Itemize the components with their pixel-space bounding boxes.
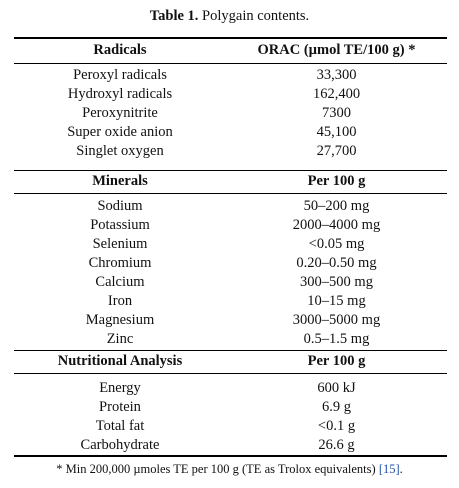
row-label: Iron [107,293,133,309]
table-caption: Table 1. Polygain contents. [0,8,459,25]
row-label: Potassium [90,217,150,233]
row-label: Zinc [106,331,134,347]
section-header-radicals: Radicals ORAC (µmol TE/100 g) * [14,41,447,60]
table-row: Singlet oxygen 27,700 [14,142,447,161]
row-value: 45,100 [316,124,357,140]
row-value: 300–500 mg [300,274,373,290]
table-row: Calcium 300–500 mg [14,273,447,292]
row-value: 10–15 mg [307,293,366,309]
header-col2: ORAC (µmol TE/100 g) * [257,42,416,58]
table-title: Polygain contents. [202,8,310,24]
header-col1: Nutritional Analysis [57,353,183,369]
row-value: 3000–5000 mg [292,312,381,328]
row-value: 7300 [322,105,351,121]
row-label: Selenium [92,236,148,252]
rule-minerals-header [14,193,447,194]
row-value: 50–200 mg [303,198,370,214]
table-row: Peroxynitrite 7300 [14,104,447,123]
table-row: Protein 6.9 g [14,398,447,417]
row-value: 6.9 g [322,399,351,415]
table-row: Chromium 0.20–0.50 mg [14,254,447,273]
table-row: Hydroxyl radicals 162,400 [14,85,447,104]
table-row: Selenium <0.05 mg [14,235,447,254]
row-value: 26.6 g [318,437,355,453]
header-col2: Per 100 g [307,173,366,189]
table-row: Peroxyl radicals 33,300 [14,66,447,85]
row-label: Total fat [95,418,145,434]
row-value: 2000–4000 mg [292,217,381,233]
table-row: Super oxide anion 45,100 [14,123,447,142]
row-label: Magnesium [85,312,155,328]
rule-nutrition-header [14,373,447,374]
table-row: Zinc 0.5–1.5 mg [14,330,447,349]
row-value: <0.05 mg [308,236,365,252]
row-value: 600 kJ [317,380,356,396]
table-row: Energy 600 kJ [14,379,447,398]
row-value: 0.5–1.5 mg [303,331,370,347]
row-label: Singlet oxygen [76,143,164,159]
row-label: Chromium [88,255,152,271]
header-col2: Per 100 g [307,353,366,369]
footnote-reference-link[interactable]: [15] [378,462,400,476]
row-label: Hydroxyl radicals [67,86,173,102]
row-label: Calcium [95,274,145,290]
row-label: Carbohydrate [80,437,160,453]
table-row: Total fat <0.1 g [14,417,447,436]
row-label: Peroxyl radicals [73,67,167,83]
row-label: Protein [99,399,141,415]
table-row: Carbohydrate 26.6 g [14,436,447,455]
row-label: Sodium [97,198,143,214]
row-value: 0.20–0.50 mg [296,255,377,271]
row-label: Peroxynitrite [82,105,158,121]
rule-radicals-header [14,63,447,64]
header-col1: Radicals [93,42,147,58]
header-col1: Minerals [92,173,148,189]
row-value: 33,300 [316,67,357,83]
rule-nutrition-top [14,350,447,351]
top-rule [14,37,447,39]
table-row: Sodium 50–200 mg [14,197,447,216]
footnote-text: * Min 200,000 µmoles TE per 100 g (TE as… [56,462,379,476]
table-row: Magnesium 3000–5000 mg [14,311,447,330]
section-header-nutrition: Nutritional Analysis Per 100 g [14,352,447,371]
row-value: <0.1 g [317,418,356,434]
section-header-minerals: Minerals Per 100 g [14,172,447,191]
bottom-rule [14,455,447,457]
footnote-end: . [399,462,403,476]
table-label: Table 1. [149,8,199,24]
row-value: 27,700 [316,143,357,159]
row-value: 162,400 [312,86,361,102]
table-row: Potassium 2000–4000 mg [14,216,447,235]
row-label: Super oxide anion [67,124,173,140]
row-label: Energy [99,380,141,396]
table-row: Iron 10–15 mg [14,292,447,311]
rule-minerals-top [14,170,447,171]
table-footnote: * Min 200,000 µmoles TE per 100 g (TE as… [0,462,459,477]
